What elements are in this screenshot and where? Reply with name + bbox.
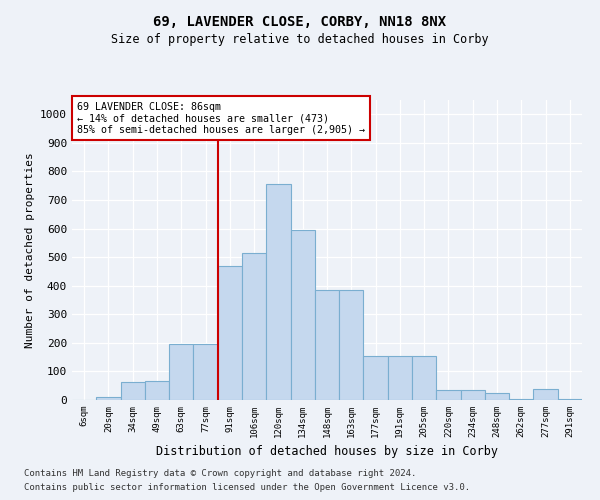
Bar xyxy=(96,397,121,400)
Bar xyxy=(485,393,509,400)
Bar xyxy=(242,253,266,400)
Bar xyxy=(290,230,315,400)
Bar xyxy=(558,398,582,400)
X-axis label: Distribution of detached houses by size in Corby: Distribution of detached houses by size … xyxy=(156,446,498,458)
Bar xyxy=(339,290,364,400)
Bar xyxy=(509,398,533,400)
Bar xyxy=(388,356,412,400)
Bar xyxy=(266,184,290,400)
Bar xyxy=(193,344,218,400)
Bar xyxy=(436,390,461,400)
Bar xyxy=(461,390,485,400)
Text: Contains public sector information licensed under the Open Government Licence v3: Contains public sector information licen… xyxy=(24,484,470,492)
Bar xyxy=(412,356,436,400)
Bar xyxy=(533,388,558,400)
Bar xyxy=(218,266,242,400)
Text: 69 LAVENDER CLOSE: 86sqm
← 14% of detached houses are smaller (473)
85% of semi-: 69 LAVENDER CLOSE: 86sqm ← 14% of detach… xyxy=(77,102,365,134)
Text: Size of property relative to detached houses in Corby: Size of property relative to detached ho… xyxy=(111,32,489,46)
Y-axis label: Number of detached properties: Number of detached properties xyxy=(25,152,35,348)
Bar xyxy=(145,382,169,400)
Bar xyxy=(364,356,388,400)
Text: 69, LAVENDER CLOSE, CORBY, NN18 8NX: 69, LAVENDER CLOSE, CORBY, NN18 8NX xyxy=(154,15,446,29)
Bar xyxy=(315,290,339,400)
Bar xyxy=(121,382,145,400)
Bar xyxy=(169,344,193,400)
Text: Contains HM Land Registry data © Crown copyright and database right 2024.: Contains HM Land Registry data © Crown c… xyxy=(24,468,416,477)
